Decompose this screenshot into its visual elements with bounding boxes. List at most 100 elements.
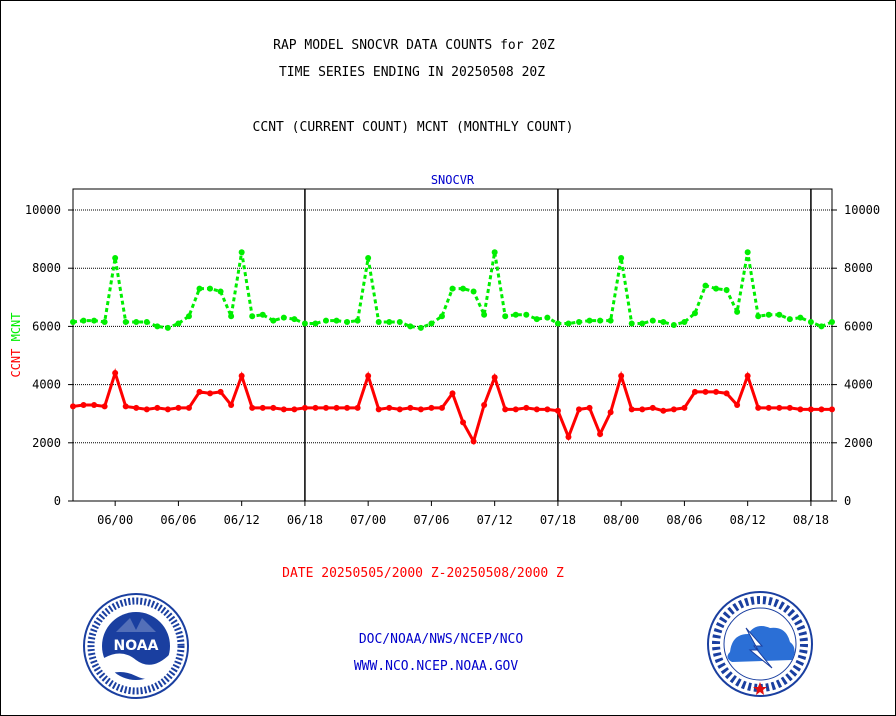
x-tick-label: 07/06: [413, 513, 449, 527]
data-point-mcnt: [481, 311, 488, 318]
x-tick-label: 07/00: [350, 513, 386, 527]
x-tick-label: 06/06: [160, 513, 196, 527]
date-range-label: DATE 20250505/2000 Z-20250508/2000 Z: [282, 566, 564, 581]
data-point-mcnt: [259, 311, 266, 318]
data-point-mcnt: [428, 320, 435, 327]
data-point-ccnt: [291, 406, 298, 413]
data-point-ccnt: [670, 406, 677, 413]
data-point-mcnt: [744, 249, 751, 256]
data-point-ccnt: [354, 404, 361, 411]
data-point-mcnt: [185, 313, 192, 320]
data-point-ccnt: [207, 390, 214, 397]
data-point-mcnt: [396, 319, 403, 326]
data-point-ccnt: [122, 403, 129, 410]
data-point-ccnt: [428, 404, 435, 411]
data-point-mcnt: [723, 287, 730, 294]
data-point-mcnt: [491, 249, 498, 256]
data-point-mcnt: [755, 313, 762, 320]
data-point-mcnt: [344, 319, 351, 326]
data-point-ccnt: [818, 406, 825, 413]
data-point-ccnt: [649, 404, 656, 411]
org-label: DOC/NOAA/NWS/NCEP/NCO: [358, 632, 524, 647]
data-point-mcnt: [502, 313, 509, 320]
data-point-ccnt: [554, 407, 561, 414]
x-tick-label: 06/00: [97, 513, 133, 527]
data-point-ccnt: [523, 404, 530, 411]
data-point-mcnt: [597, 317, 604, 324]
data-point-mcnt: [91, 317, 98, 324]
data-point-ccnt: [80, 401, 87, 408]
noaa-logo: NOAA: [83, 593, 189, 699]
data-point-ccnt: [734, 401, 741, 408]
data-point-ccnt: [807, 406, 814, 413]
data-point-ccnt: [776, 404, 783, 411]
x-tick-label: 08/18: [793, 513, 829, 527]
data-point-mcnt: [565, 320, 572, 327]
data-point-ccnt: [660, 407, 667, 414]
data-point-mcnt: [702, 282, 709, 289]
data-point-ccnt: [628, 406, 635, 413]
data-point-mcnt: [470, 288, 477, 295]
data-point-ccnt: [333, 404, 340, 411]
y-tick-label-right: 6000: [844, 319, 873, 333]
data-point-ccnt: [765, 404, 772, 411]
y-tick-label-left: 6000: [32, 319, 61, 333]
x-tick-label: 08/12: [730, 513, 766, 527]
data-point-mcnt: [829, 319, 835, 326]
data-point-ccnt: [576, 406, 582, 413]
title-line-1: RAP MODEL SNOCVR DATA COUNTS for 20Z: [273, 38, 555, 53]
data-point-mcnt: [70, 319, 76, 326]
data-point-mcnt: [101, 319, 108, 326]
y-tick-label-left: 2000: [32, 436, 61, 450]
data-point-mcnt: [417, 324, 424, 331]
data-point-mcnt: [270, 317, 277, 324]
y-tick-label-left: 4000: [32, 378, 61, 392]
data-point-mcnt: [628, 320, 635, 327]
data-point-mcnt: [407, 323, 414, 330]
data-point-ccnt: [713, 388, 720, 395]
x-tick-label: 06/12: [224, 513, 260, 527]
data-point-mcnt: [196, 285, 203, 292]
data-point-ccnt: [312, 404, 319, 411]
y-tick-label-right: 2000: [844, 436, 873, 450]
data-point-mcnt: [586, 317, 593, 324]
data-point-mcnt: [713, 285, 720, 292]
data-point-mcnt: [175, 320, 182, 327]
data-point-mcnt: [217, 288, 224, 295]
data-point-mcnt: [238, 249, 245, 256]
data-point-ccnt: [259, 404, 266, 411]
data-point-ccnt: [460, 419, 467, 426]
data-point-ccnt: [301, 404, 308, 411]
data-point-ccnt: [786, 404, 793, 411]
data-point-mcnt: [375, 319, 382, 326]
data-point-ccnt: [491, 374, 498, 381]
data-point-mcnt: [438, 313, 445, 320]
data-point-mcnt: [776, 311, 783, 318]
data-point-mcnt: [544, 314, 551, 321]
data-point-mcnt: [681, 319, 688, 326]
x-tick-label: 08/00: [603, 513, 639, 527]
data-point-ccnt: [723, 390, 730, 397]
data-point-mcnt: [649, 317, 656, 324]
data-point-ccnt: [133, 404, 140, 411]
data-point-mcnt: [154, 323, 161, 330]
data-point-mcnt: [312, 320, 319, 327]
data-point-ccnt: [438, 404, 445, 411]
data-point-ccnt: [597, 431, 604, 438]
website-link[interactable]: WWW.NCO.NCEP.NOAA.GOV: [353, 659, 519, 674]
data-point-mcnt: [765, 311, 772, 318]
data-point-mcnt: [734, 308, 741, 315]
data-point-mcnt: [80, 317, 87, 324]
data-point-ccnt: [154, 404, 161, 411]
data-point-mcnt: [112, 255, 119, 262]
data-point-ccnt: [702, 388, 709, 395]
data-point-ccnt: [323, 404, 329, 411]
data-point-mcnt: [333, 317, 340, 324]
data-point-mcnt: [639, 320, 646, 327]
data-point-mcnt: [797, 314, 804, 321]
data-point-ccnt: [744, 372, 751, 379]
data-point-ccnt: [544, 406, 551, 413]
data-point-mcnt: [365, 255, 372, 262]
data-point-ccnt: [217, 388, 224, 395]
